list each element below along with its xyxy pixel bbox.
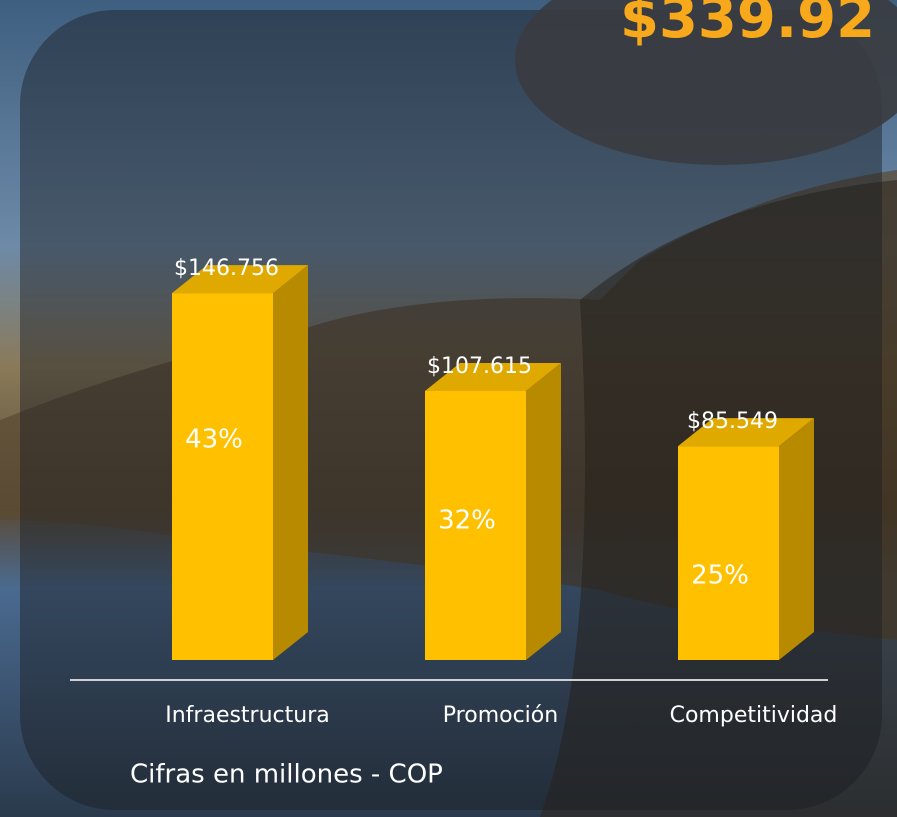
value-label: $107.615 <box>427 354 532 379</box>
chart: $339.92 Cifras en millones - COP $146.75… <box>0 0 897 817</box>
bar-side <box>273 265 308 660</box>
share-label: 43% <box>185 425 243 455</box>
page: {"chart_data": {"type": "bar3d", "title"… <box>0 0 897 817</box>
bar-side <box>526 363 561 660</box>
x-tick-label: Competitividad <box>670 703 838 728</box>
total: $339.92 <box>620 0 875 51</box>
value-label: $146.756 <box>174 256 279 281</box>
bar-side <box>779 418 814 660</box>
x-tick-label: Promoción <box>443 703 558 728</box>
x-tick-label: Infraestructura <box>165 703 330 728</box>
share-label: 25% <box>691 561 749 591</box>
share-label: 32% <box>438 505 496 535</box>
value-label: $85.549 <box>687 409 778 434</box>
subtitle: Cifras en millones - COP <box>130 760 443 790</box>
bar <box>172 293 273 660</box>
bar <box>678 446 779 660</box>
